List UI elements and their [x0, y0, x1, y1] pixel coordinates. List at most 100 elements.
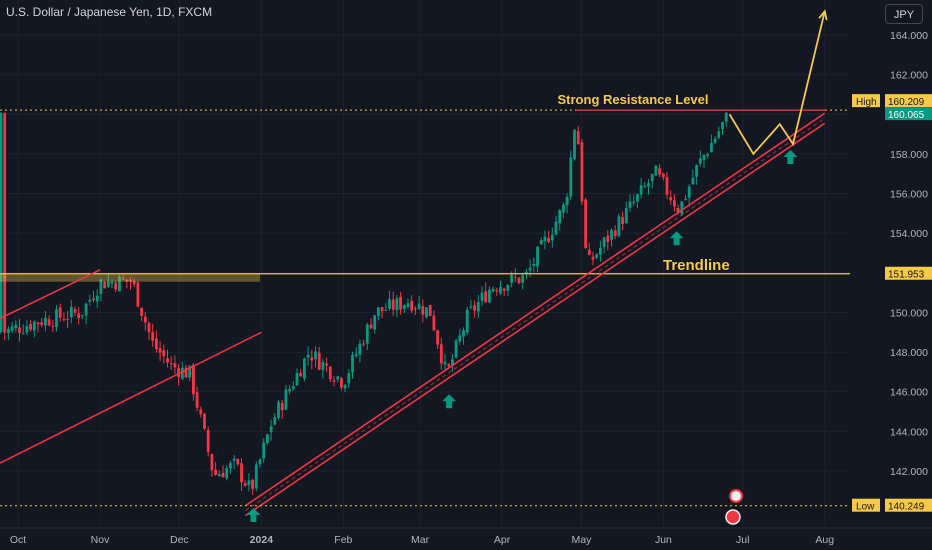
candle-body: [225, 468, 229, 479]
low-tag-value: 140.249: [888, 502, 925, 513]
time-tick-label: Nov: [91, 534, 110, 546]
time-tick-label: Jul: [736, 534, 749, 546]
candle-body: [484, 291, 488, 303]
candle-body: [88, 299, 92, 302]
candle-body: [217, 474, 221, 477]
candle-body: [628, 201, 632, 208]
candle-body: [454, 340, 458, 358]
candle-body: [125, 279, 129, 282]
trendline-upper-edge[interactable]: [245, 112, 826, 507]
candle-body: [106, 281, 110, 287]
candle-body: [129, 280, 132, 282]
support-arrow-icon: [442, 394, 457, 409]
channel-line-lower[interactable]: [0, 331, 262, 464]
trendline-lower-edge[interactable]: [245, 122, 826, 517]
candle-body: [317, 352, 321, 370]
candle-body: [192, 364, 195, 395]
price-tick-label: 162.000: [890, 70, 928, 82]
candle-body: [40, 322, 44, 326]
time-axis-background: [0, 528, 932, 550]
candle-body: [351, 354, 354, 373]
candle-body: [680, 201, 684, 215]
candle-body: [69, 306, 73, 318]
candle-body: [251, 479, 254, 489]
candle-body: [584, 199, 587, 248]
candle-body: [66, 318, 69, 320]
candle-body: [599, 247, 602, 255]
candle-body: [0, 113, 3, 332]
high-tag-label-bg: [852, 94, 880, 108]
time-tick-label: Oct: [10, 534, 26, 546]
candle-body: [343, 384, 347, 389]
candle-body: [332, 380, 336, 382]
candle-body: [717, 131, 721, 138]
event-marker-icon[interactable]: [729, 489, 743, 503]
candle-body: [166, 358, 169, 363]
candle-body: [528, 267, 532, 271]
candle-body: [513, 276, 517, 278]
candle-body: [521, 275, 525, 283]
candle-body: [417, 303, 421, 310]
candle-body: [465, 309, 469, 333]
resistance-zone[interactable]: [0, 273, 260, 282]
price-tick-label: 158.000: [890, 149, 928, 161]
price-tick-label: 142.000: [890, 466, 928, 478]
price-tick-label: 156.000: [890, 189, 928, 201]
candle-body: [421, 305, 425, 315]
candle-body: [595, 254, 599, 258]
high-tag-label: High: [856, 97, 877, 108]
candle-body: [155, 338, 158, 350]
candle-body: [425, 307, 428, 318]
candle-body: [702, 155, 706, 160]
time-tick-label: Mar: [411, 534, 430, 546]
candle-body: [665, 176, 669, 195]
candle-body: [10, 326, 14, 331]
candle-body: [25, 326, 29, 333]
trendline-median[interactable]: [245, 117, 826, 512]
time-tick-label: Feb: [334, 534, 352, 546]
candle-body: [103, 282, 106, 289]
candle-body: [499, 286, 502, 294]
candle-body: [73, 309, 77, 313]
candle-body: [136, 282, 140, 307]
level-tag-value: 151.953: [888, 270, 925, 281]
candle-body: [358, 343, 362, 355]
candle-body: [291, 386, 295, 389]
candle-body: [177, 368, 180, 378]
projection-path[interactable]: [728, 11, 826, 156]
candles: [0, 112, 728, 496]
price-tick-label: 144.000: [890, 426, 928, 438]
candle-body: [388, 299, 391, 309]
candle-body: [247, 480, 251, 486]
candle-body: [506, 285, 510, 291]
candle-body: [58, 307, 62, 318]
candle-body: [669, 196, 673, 201]
candle-body: [325, 363, 328, 366]
channel-line-upper[interactable]: [0, 269, 101, 320]
candle-body: [439, 344, 443, 364]
candle-body: [51, 325, 55, 327]
candle-body: [232, 458, 236, 461]
level-tag-value-bg: [885, 266, 932, 280]
drawings[interactable]: Strong Resistance Level Trendline: [0, 9, 850, 525]
price-tick-label: 150.000: [890, 307, 928, 319]
candle-body: [121, 278, 125, 280]
candle-body: [18, 327, 21, 333]
candle-body: [721, 122, 724, 130]
candle-body: [180, 367, 184, 379]
candle-body: [569, 157, 573, 197]
flag-marker-icon[interactable]: [725, 509, 741, 525]
candle-body: [554, 221, 558, 235]
currency-button[interactable]: JPY: [885, 4, 923, 24]
candle-body: [288, 389, 291, 392]
candle-body: [243, 483, 247, 486]
candle-body: [491, 288, 495, 292]
candle-body: [258, 459, 262, 465]
support-arrow-icon: [783, 150, 798, 164]
candle-body: [140, 307, 143, 316]
candle-body: [280, 402, 284, 411]
time-tick-label: May: [571, 534, 592, 546]
candle-body: [266, 434, 269, 444]
